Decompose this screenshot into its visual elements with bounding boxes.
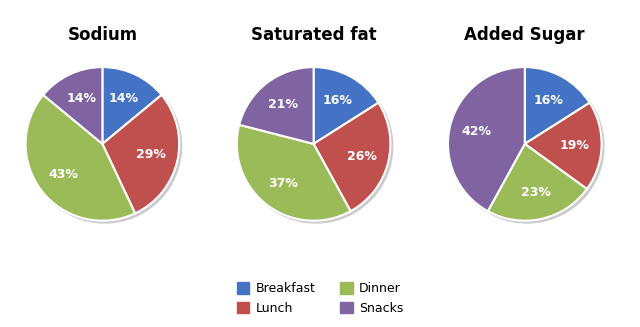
Wedge shape xyxy=(525,67,589,144)
Text: 29%: 29% xyxy=(136,148,166,161)
Legend: Breakfast, Lunch, Dinner, Snacks: Breakfast, Lunch, Dinner, Snacks xyxy=(230,276,410,321)
Wedge shape xyxy=(239,67,314,144)
Text: 19%: 19% xyxy=(560,139,589,152)
Wedge shape xyxy=(525,103,602,189)
Text: 26%: 26% xyxy=(347,150,377,163)
Text: 42%: 42% xyxy=(461,125,492,138)
Wedge shape xyxy=(237,125,351,221)
Text: 14%: 14% xyxy=(66,92,96,105)
Wedge shape xyxy=(102,95,179,214)
Title: Saturated fat: Saturated fat xyxy=(251,26,376,43)
Wedge shape xyxy=(102,67,161,144)
Wedge shape xyxy=(488,144,587,221)
Title: Sodium: Sodium xyxy=(67,26,138,43)
Title: Added Sugar: Added Sugar xyxy=(465,26,585,43)
Text: 21%: 21% xyxy=(268,98,298,111)
Text: 43%: 43% xyxy=(48,168,78,181)
Text: 37%: 37% xyxy=(268,177,298,190)
Wedge shape xyxy=(314,103,390,211)
Text: 16%: 16% xyxy=(323,94,353,107)
Wedge shape xyxy=(448,67,525,211)
Wedge shape xyxy=(26,95,135,221)
Circle shape xyxy=(239,69,393,223)
Text: 16%: 16% xyxy=(534,94,564,107)
Text: 14%: 14% xyxy=(109,92,139,105)
Wedge shape xyxy=(44,67,102,144)
Text: 23%: 23% xyxy=(521,186,550,199)
Circle shape xyxy=(451,69,604,223)
Circle shape xyxy=(28,69,182,223)
Wedge shape xyxy=(314,67,378,144)
